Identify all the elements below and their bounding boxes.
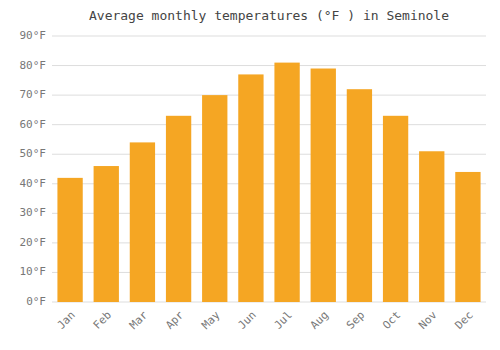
x-tick-label: Oct: [380, 309, 403, 332]
grid-line: [52, 36, 486, 37]
bar: [347, 89, 372, 302]
bar: [130, 142, 155, 302]
grid: [52, 36, 486, 302]
y-tick-label: 70°F: [20, 88, 47, 101]
x-tick-label: Jan: [55, 309, 78, 332]
x-tick-label: May: [199, 308, 223, 332]
y-axis: 0°F 10°F 20°F 30°F 40°F 50°F 60°F 70°F 80°F 90°F: [20, 29, 47, 308]
x-tick-label: Nov: [416, 308, 440, 332]
x-tick-label: Mar: [127, 308, 151, 332]
y-tick-label: 80°F: [20, 59, 47, 72]
bar: [274, 63, 299, 302]
bar: [94, 166, 119, 302]
bar: [238, 74, 263, 302]
y-tick-label: 40°F: [20, 177, 47, 190]
bar: [383, 116, 408, 302]
y-tick-label: 60°F: [20, 118, 47, 131]
y-tick-label: 30°F: [20, 206, 47, 219]
y-tick-label: 20°F: [20, 236, 47, 249]
y-tick-label: 0°F: [26, 295, 46, 308]
x-tick-label: Dec: [452, 309, 475, 332]
bar: [419, 151, 444, 302]
bar: [202, 95, 227, 302]
bar: [455, 172, 480, 302]
grid-line: [52, 124, 486, 125]
x-axis: Jan Feb Mar Apr May Jun Jul Aug Sep Oct Nov Dec: [55, 308, 476, 332]
y-tick-label: 10°F: [20, 265, 47, 278]
bar: [57, 178, 82, 302]
grid-line: [52, 95, 486, 96]
chart-container: 0°F 10°F 20°F 30°F 40°F 50°F 60°F 70°F 80°F 90°F J…: [0, 0, 500, 350]
x-tick-label: Jun: [235, 309, 258, 332]
x-tick-label: Feb: [91, 309, 114, 332]
y-tick-label: 50°F: [20, 147, 47, 160]
x-tick-label: Jul: [272, 309, 295, 332]
title: Average monthly temperatures (°F ) in Se…: [89, 8, 449, 23]
chart: 0°F 10°F 20°F 30°F 40°F 50°F 60°F 70°F 80°F 90°F J…: [0, 0, 500, 350]
x-tick-label: Sep: [344, 309, 367, 332]
x-tick-label: Apr: [163, 308, 187, 332]
bars: [57, 63, 480, 302]
y-tick-label: 90°F: [20, 29, 47, 42]
grid-line: [52, 65, 486, 66]
bar: [166, 116, 191, 302]
x-tick-label: Aug: [308, 309, 331, 332]
bar: [311, 69, 336, 302]
